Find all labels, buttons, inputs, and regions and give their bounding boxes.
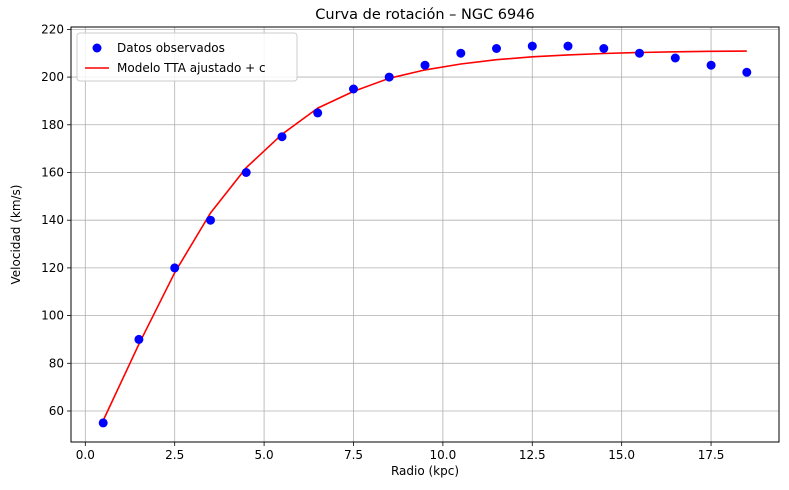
observed-data-point (384, 72, 394, 82)
x-tick-label: 15.0 (608, 448, 635, 462)
observed-data-point (563, 41, 573, 51)
y-tick-label: 80 (49, 356, 64, 370)
observed-data-point (742, 67, 752, 77)
observed-data-point (241, 168, 251, 177)
observed-data-point (349, 84, 358, 94)
x-tick-label: 5.0 (255, 448, 274, 462)
observed-data-point (313, 108, 323, 118)
observed-scatter-series (98, 41, 752, 428)
chart-title: Curva de rotación – NGC 6946 (315, 7, 534, 23)
x-tick-label: 7.5 (344, 448, 363, 462)
observed-data-point (635, 48, 644, 58)
y-tick-label: 180 (41, 118, 64, 132)
observed-data-point (527, 41, 537, 51)
x-tick-label: 2.5 (165, 448, 184, 462)
x-tick-label: 10.0 (430, 448, 457, 462)
observed-data-point (206, 215, 215, 225)
observed-data-point (492, 44, 501, 53)
observed-data-point (170, 263, 180, 273)
observed-data-point (98, 418, 108, 428)
legend-label-observed: Datos observados (117, 41, 225, 55)
x-axis-ticks: 0.0 2.5 5.0 7.5 10.0 12.5 15.0 17.5 (76, 442, 725, 462)
y-tick-label: 160 (41, 165, 64, 179)
y-tick-label: 220 (41, 22, 64, 36)
y-tick-label: 100 (41, 309, 64, 323)
observed-data-point (456, 48, 466, 58)
y-tick-label: 140 (41, 213, 64, 227)
observed-data-point (420, 60, 430, 70)
x-tick-label: 0.0 (76, 448, 95, 462)
y-tick-label: 60 (49, 404, 64, 418)
y-axis-ticks: 60 80 100 120 140 160 180 200 220 (41, 22, 71, 418)
legend: Datos observados Modelo TTA ajustado + c (76, 32, 298, 82)
plot-frame (70, 26, 780, 443)
legend-marker-observed (92, 43, 102, 53)
y-axis-label: Velocidad (km/s) (9, 185, 23, 285)
observed-data-point (670, 53, 680, 63)
observed-data-point (599, 44, 609, 53)
grid-lines (71, 27, 779, 442)
x-axis-label: Radio (kpc) (391, 464, 459, 478)
y-tick-label: 200 (41, 70, 64, 84)
x-tick-label: 17.5 (698, 448, 725, 462)
observed-data-point (134, 334, 144, 344)
legend-label-model: Modelo TTA ajustado + c (117, 61, 266, 75)
x-tick-label: 12.5 (519, 448, 546, 462)
legend-box (76, 32, 298, 82)
observed-data-point (277, 132, 287, 142)
observed-data-point (706, 60, 716, 70)
y-tick-label: 120 (41, 261, 64, 275)
